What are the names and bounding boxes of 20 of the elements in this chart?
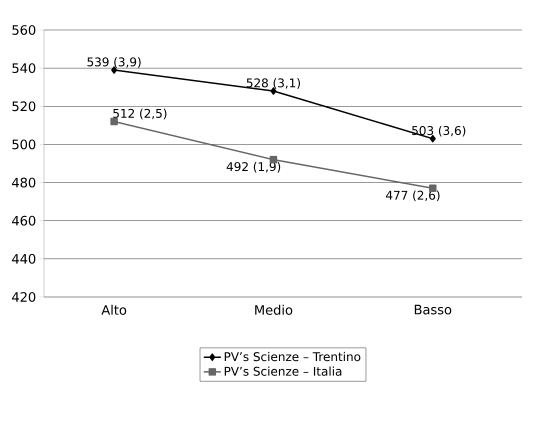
y-tick-label: 440 [12, 254, 36, 264]
x-tick-label: Medio [255, 304, 292, 315]
y-tick-label: 520 [12, 101, 36, 112]
legend-label: PV’s Scienze – Trentino [224, 352, 360, 362]
y-tick-label: 560 [12, 25, 36, 35]
legend-label: PV’s Scienze – Italia [224, 366, 342, 376]
y-tick-label: 420 [12, 292, 36, 302]
y-tick-label: 480 [12, 178, 36, 188]
point [110, 118, 118, 126]
data-label: 528 (3,1) [246, 78, 300, 89]
y-tick-label: 500 [12, 140, 36, 150]
y-tick-label: 540 [12, 63, 36, 74]
point [430, 134, 436, 142]
data-label: 539 (3,9) [87, 57, 141, 68]
x-tick-label: Alto [101, 304, 126, 315]
x-tick-label: Basso [414, 304, 452, 314]
y-tick-label: 460 [12, 216, 36, 226]
data-label: 492 (1,9) [226, 162, 280, 173]
data-label: 512 (2,5) [113, 108, 166, 120]
data-label: 503 (3,6) [412, 126, 466, 136]
